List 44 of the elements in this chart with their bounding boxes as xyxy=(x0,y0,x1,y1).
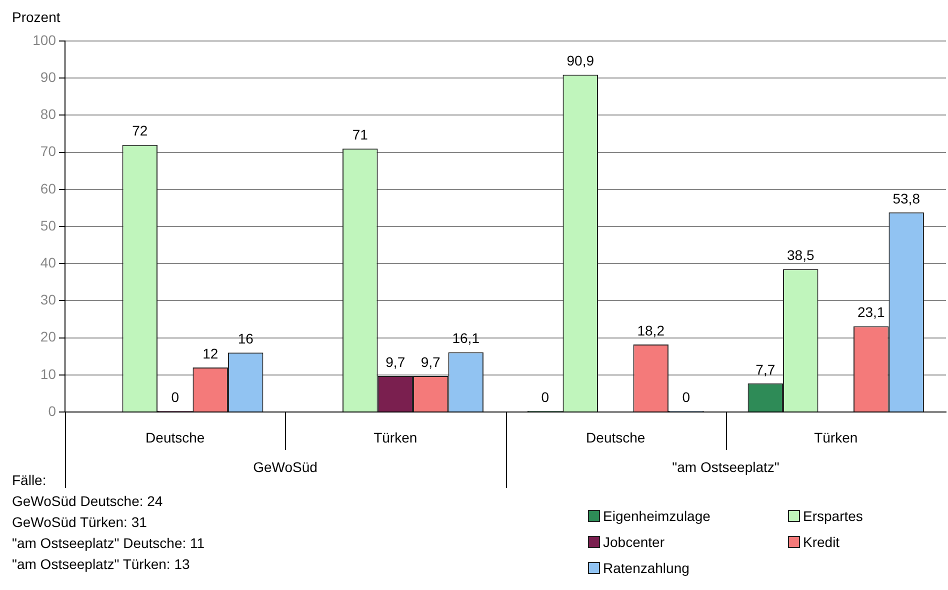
data-label: 9,7 xyxy=(420,354,441,370)
x-tick-label: Deutsche xyxy=(146,429,205,446)
x-tick-label: Türken xyxy=(374,429,418,446)
data-label: 53,8 xyxy=(892,190,920,206)
text: Fälle: xyxy=(12,471,48,490)
data-label: 9,7 xyxy=(386,354,406,370)
x-tick-label: Deutsche xyxy=(586,429,646,446)
y-tick-label: 90 xyxy=(40,68,56,85)
data-label: 0 xyxy=(541,388,550,405)
data-label: 0 xyxy=(171,388,180,405)
y-tick-label: 100 xyxy=(32,32,56,48)
legend-label: Ratenzahlung xyxy=(603,560,690,576)
legend-label: Jobcenter xyxy=(603,534,664,550)
data-label: 7,7 xyxy=(756,361,776,378)
text: GeWoSüd Türken: 31 xyxy=(12,513,148,532)
data-label: 18,2 xyxy=(637,322,665,338)
y-tick-label: 30 xyxy=(40,292,56,308)
y-tick-label: 50 xyxy=(40,217,56,234)
y-axis-title: Prozent xyxy=(12,9,60,25)
legend-label: Eigenheimzulage xyxy=(603,508,710,524)
y-tick-label: 40 xyxy=(40,254,56,270)
y-tick-label: 20 xyxy=(40,328,56,345)
legend-label: Erspartes xyxy=(803,508,863,524)
text: GeWoSüd xyxy=(253,458,318,475)
data-label: 12 xyxy=(202,345,218,362)
x-tick-label: Türken xyxy=(814,429,858,446)
data-label: 16 xyxy=(238,330,254,346)
text: "am Ostseeplatz" Türken: 13 xyxy=(12,555,191,574)
data-label: 38,5 xyxy=(787,247,814,264)
y-tick-label: 80 xyxy=(40,106,56,122)
y-tick-label: 0 xyxy=(48,402,56,419)
data-label: 23,1 xyxy=(857,304,885,320)
data-label: 90,9 xyxy=(566,52,594,69)
text: "am Ostseeplatz" xyxy=(672,458,780,475)
legend-label: Kredit xyxy=(803,534,840,550)
text: "am Ostseeplatz" Deutsche: 11 xyxy=(12,534,205,553)
data-label: 0 xyxy=(682,388,690,405)
data-label: 72 xyxy=(132,122,148,139)
y-tick-label: 10 xyxy=(40,366,56,382)
text: GeWoSüd Deutsche: 24 xyxy=(12,492,164,511)
data-label: 16,1 xyxy=(452,330,480,346)
y-tick-label: 70 xyxy=(40,143,56,160)
data-label: 71 xyxy=(352,126,368,142)
y-tick-label: 60 xyxy=(40,180,56,196)
